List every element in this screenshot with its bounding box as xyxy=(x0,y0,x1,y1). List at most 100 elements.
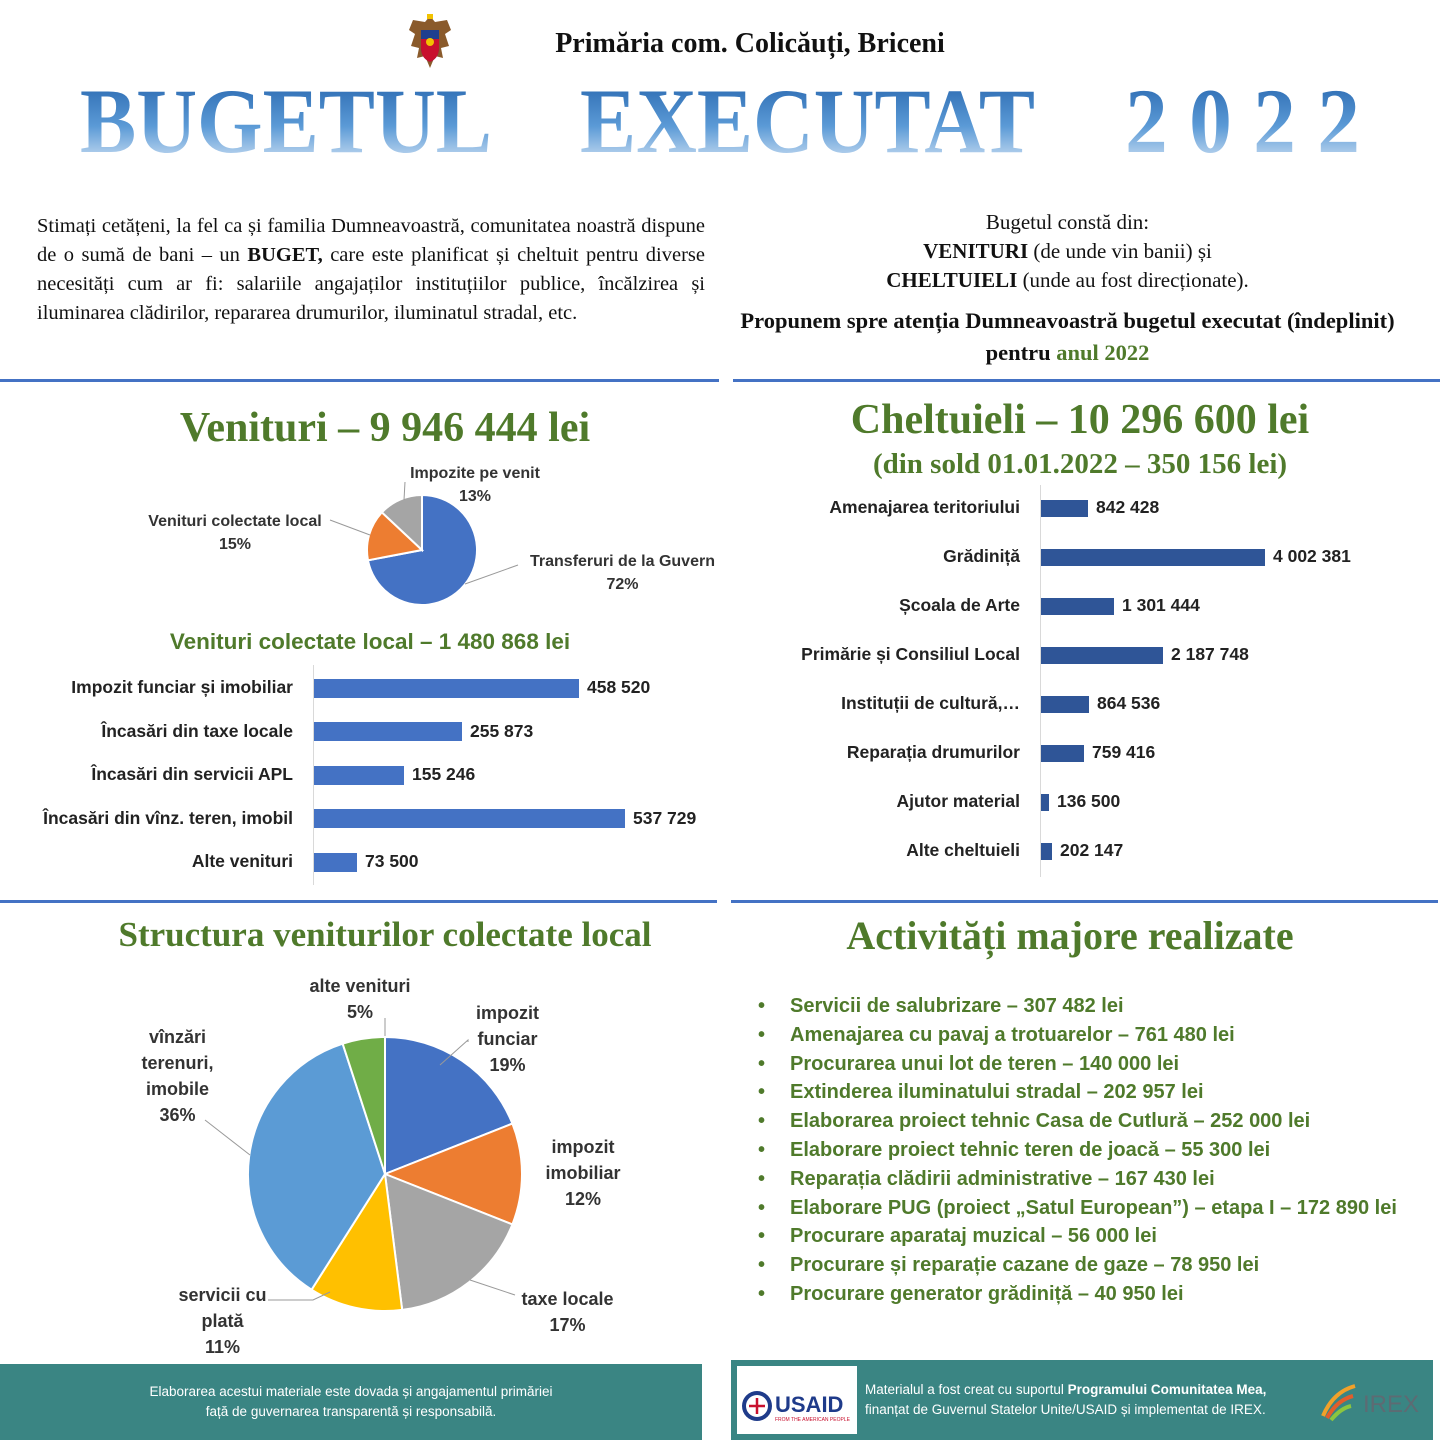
local-revenue-title: Venituri colectate local – 1 480 868 lei xyxy=(169,629,571,654)
list-item: • Amenajarea cu pavaj a trotuarelor – 761… xyxy=(758,1023,1235,1046)
svg-text:IREX: IREX xyxy=(1363,1391,1419,1418)
bar-category-label: Încasări din vînz. teren, imobil xyxy=(43,807,293,828)
bar-value-label: 458 520 xyxy=(587,677,651,697)
bar-category-label: Încasări din taxe locale xyxy=(101,720,293,741)
title-year: 2 0 2 2 xyxy=(1125,70,1360,172)
bar xyxy=(1041,793,1049,811)
bar-axis xyxy=(1040,485,1041,877)
usaid-logo: USAID FROM THE AMERICAN PEOPLE xyxy=(737,1366,857,1434)
activities-list: • Servicii de salubrizare – 307 482 lei •… xyxy=(758,992,1438,1309)
bar-value-label: 202 147 xyxy=(1060,840,1124,860)
title-word-executat: EXECUTAT xyxy=(580,70,1035,172)
bar xyxy=(1041,842,1052,860)
venituri-pie-chart xyxy=(329,481,519,606)
bar-value-label: 537 729 xyxy=(633,807,697,828)
expenses-bar-chart: Amenajarea teritoriului 842 428 Grădiniță 4… xyxy=(730,485,1440,880)
activitati-title: Activități majore realizate xyxy=(846,913,1294,958)
bar xyxy=(1041,744,1084,762)
structura-pie-slice xyxy=(341,1035,386,1175)
venituri-title: Venituri – 9 946 444 lei xyxy=(179,405,591,451)
propose-text: Propunem spre atenția Dumneavoastră buge… xyxy=(740,308,1395,365)
list-item: • Elaborare PUG (proiect „Satul European”… xyxy=(758,1196,1397,1219)
bar xyxy=(314,722,462,741)
bar xyxy=(1041,499,1088,517)
bar-category-label: Amenajarea teritoriului xyxy=(829,497,1020,517)
bar-category-label: Încasări din servicii APL xyxy=(91,764,293,784)
bar xyxy=(314,765,404,785)
svg-text:FROM THE AMERICAN PEOPLE: FROM THE AMERICAN PEOPLE xyxy=(775,1417,851,1423)
bar-category-label: Alte venituri xyxy=(191,851,293,871)
pie-label-venituri-locale: Venituri colectate local 15% xyxy=(148,513,322,553)
svg-text:USAID: USAID xyxy=(775,1392,843,1417)
bar-value-label: 255 873 xyxy=(470,720,534,741)
structura-pie-chart xyxy=(204,1018,523,1312)
bar-category-label: Alte cheltuieli xyxy=(906,840,1020,860)
bar-category-label: Primărie și Consiliul Local xyxy=(801,644,1020,664)
bar-value-label: 155 246 xyxy=(412,764,476,784)
footer-sponsor: USAID FROM THE AMERICAN PEOPLE Materialu… xyxy=(731,1360,1433,1440)
bar-category-label: Școala de Arte xyxy=(899,595,1020,615)
structura-title: Structura veniturilor colectate local xyxy=(118,915,652,954)
bar-value-label: 4 002 381 xyxy=(1273,546,1351,566)
bar xyxy=(314,852,357,872)
bar xyxy=(314,678,579,698)
structura-pie-slice xyxy=(382,1122,523,1226)
list-item: • Extinderea iluminatului stradal – 202 9… xyxy=(758,1081,1204,1104)
bar-category-label: Impozit funciar și imobiliar xyxy=(71,677,293,697)
bar xyxy=(1041,548,1265,566)
divider xyxy=(0,379,719,382)
structura-pie-slice xyxy=(310,1171,404,1312)
list-item: • Elaborarea proiect tehnic Casa de Cutlu… xyxy=(758,1110,1311,1133)
bar-value-label: 2 187 748 xyxy=(1171,644,1249,664)
cheltuieli-title: Cheltuieli – 10 296 600 lei xyxy=(850,397,1310,443)
bar-category-label: Instituții de cultură,… xyxy=(841,693,1020,713)
budget-explanation: Bugetul constă din: VENITURI (de unde vi… xyxy=(740,208,1395,369)
bar-category-label: Ajutor material xyxy=(896,791,1021,811)
list-item: • Servicii de salubrizare – 307 482 lei xyxy=(758,995,1124,1017)
pie-label-taxe-locale: taxe locale 17% xyxy=(521,1289,614,1335)
pie-label-vinzari: vînzări terenuri, imobile 36% xyxy=(141,1027,214,1125)
bar xyxy=(314,809,625,828)
bar xyxy=(1041,646,1163,664)
list-item: • Procurarea unui lot de teren – 140 000 … xyxy=(758,1052,1180,1075)
divider xyxy=(731,900,1438,903)
title-word-bugetul: BUGETUL xyxy=(80,70,492,172)
main-title: BUGETUL EXECUTAT 2 0 2 2 xyxy=(80,70,1360,172)
bar-value-label: 864 536 xyxy=(1097,693,1161,713)
irex-logo: IREX xyxy=(1317,1378,1427,1424)
list-item: • Procurare generator grădiniță – 40 950 … xyxy=(758,1282,1184,1305)
pie-label-servicii: servicii cu plată 11% xyxy=(178,1285,267,1357)
bar-value-label: 842 428 xyxy=(1096,497,1160,517)
bar-category-label: Grădiniță xyxy=(943,546,1020,566)
pie-label-transferuri: Transferuri de la Guvern 72% xyxy=(530,553,715,593)
bar-value-label: 136 500 xyxy=(1057,791,1121,811)
structura-pie-slice xyxy=(247,1042,387,1292)
bar-value-label: 73 500 xyxy=(365,851,419,871)
pie-label-alte-venituri: alte venituri 5% xyxy=(309,976,411,1022)
municipality-name: Primăria com. Colicăuți, Briceni xyxy=(555,28,945,59)
footer-transparency: Elaborarea acestui materiale este dovada… xyxy=(0,1364,702,1440)
list-item: • Procurare și reparație cazane de gaze –… xyxy=(758,1254,1260,1277)
bar xyxy=(1041,695,1089,713)
pie-label-impozit-imobiliar: impozit imobiliar 12% xyxy=(545,1137,621,1209)
intro-text: Stimați cetățeni, la fel ca și familia D… xyxy=(37,215,706,324)
list-item: • Elaborare proiect tehnic teren de joacă… xyxy=(758,1138,1271,1161)
structura-pie-slice xyxy=(384,1035,514,1176)
sponsor-text: Materialul a fost creat cu suportul Prog… xyxy=(865,1382,1267,1417)
bar-category-label: Reparația drumurilor xyxy=(846,742,1020,762)
list-item: • Reparația clădirii administrative – 167… xyxy=(758,1167,1215,1190)
bar-axis xyxy=(313,665,314,885)
bar-value-label: 759 416 xyxy=(1092,742,1156,762)
divider xyxy=(733,379,1440,382)
pie-label-impozite: Impozite pe venit 13% xyxy=(410,465,540,505)
local-revenue-bar-chart: Impozit funciar și imobiliar 458 520 Încas… xyxy=(0,665,720,890)
divider xyxy=(0,900,717,903)
venituri-pie-slice xyxy=(380,493,423,553)
coat-of-arms-icon xyxy=(405,12,455,74)
bar xyxy=(1041,597,1114,615)
list-item: • Procurare aparataj muzical – 56 000 lei xyxy=(758,1225,1157,1248)
structura-pie-slice xyxy=(383,1172,514,1312)
cheltuieli-subtitle: (din sold 01.01.2022 – 350 156 lei) xyxy=(872,448,1288,480)
pie-label-impozit-funciar: impozit funciar 19% xyxy=(476,1003,539,1075)
bar-value-label: 1 301 444 xyxy=(1122,595,1200,615)
